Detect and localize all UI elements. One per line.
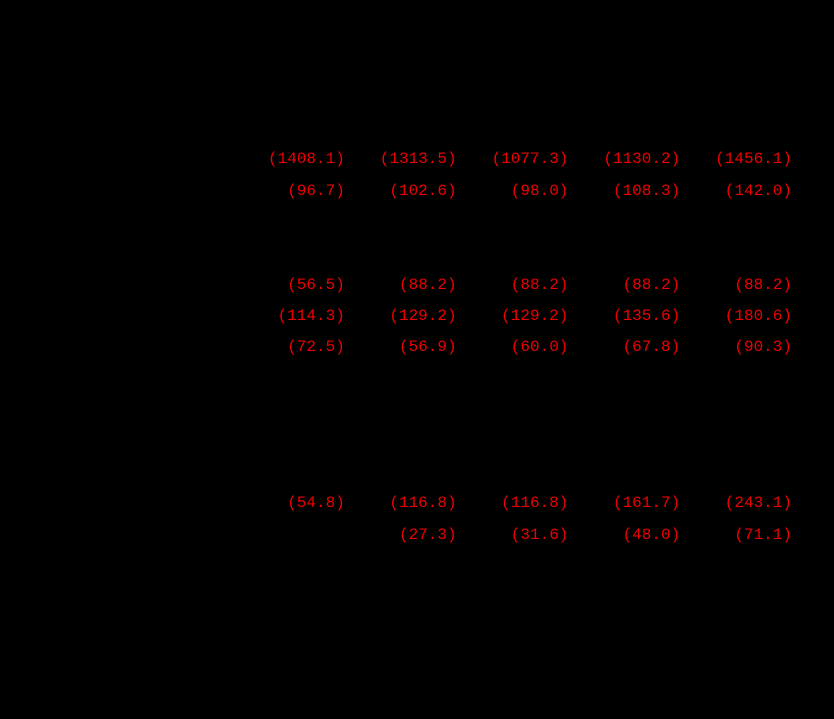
negative-value: (129.2) xyxy=(389,307,457,325)
table-row: (96.7) (102.6) (98.0) (108.3) (142.0) xyxy=(233,183,793,200)
negative-value: (71.1) xyxy=(734,526,792,544)
negative-value: (67.8) xyxy=(622,338,681,356)
negative-value: (1077.3) xyxy=(491,150,569,168)
negative-value: (116.8) xyxy=(389,494,457,512)
negative-value: (1313.5) xyxy=(379,150,457,168)
negative-value: (1408.1) xyxy=(267,150,345,168)
negative-value: (116.8) xyxy=(501,494,569,512)
table-row: (72.5) (56.9) (60.0) (67.8) (90.3) xyxy=(233,339,793,356)
negative-value: (88.2) xyxy=(398,276,457,294)
negative-value: (96.7) xyxy=(287,182,345,200)
table-row: (54.8) (116.8) (116.8) (161.7) (243.1) xyxy=(233,495,793,512)
negative-value: (60.0) xyxy=(510,338,569,356)
negative-value: (56.5) xyxy=(287,276,345,294)
negative-value: (88.2) xyxy=(510,276,569,294)
negative-value: (72.5) xyxy=(287,338,345,356)
table-row: (1408.1) (1313.5) (1077.3) (1130.2) (145… xyxy=(233,151,793,168)
negative-value: (48.0) xyxy=(622,526,681,544)
negative-value: (56.9) xyxy=(398,338,457,356)
empty-cell xyxy=(233,527,345,544)
negative-value: (88.2) xyxy=(622,276,681,294)
negative-value: (98.0) xyxy=(510,182,569,200)
negative-value: (31.6) xyxy=(510,526,569,544)
negative-value: (114.3) xyxy=(277,307,345,325)
negative-value: (135.6) xyxy=(612,307,681,325)
negative-value: (180.6) xyxy=(724,307,792,325)
negative-value: (88.2) xyxy=(734,276,792,294)
negative-value: (1130.2) xyxy=(603,150,681,168)
negative-value: (243.1) xyxy=(724,494,792,512)
negative-value: (27.3) xyxy=(398,526,457,544)
negative-value: (54.8) xyxy=(287,494,345,512)
table-row: (27.3) (31.6) (48.0) (71.1) xyxy=(233,527,793,544)
negative-value: (161.7) xyxy=(612,494,681,512)
negative-value: (90.3) xyxy=(734,338,792,356)
negative-value: (1456.1) xyxy=(715,150,792,168)
negative-value: (108.3) xyxy=(612,182,681,200)
table-row: (114.3) (129.2) (129.2) (135.6) (180.6) xyxy=(233,308,793,325)
negative-value: (142.0) xyxy=(724,182,792,200)
negative-value: (102.6) xyxy=(389,182,457,200)
table-row: (56.5) (88.2) (88.2) (88.2) (88.2) xyxy=(233,277,793,294)
negative-value: (129.2) xyxy=(501,307,569,325)
